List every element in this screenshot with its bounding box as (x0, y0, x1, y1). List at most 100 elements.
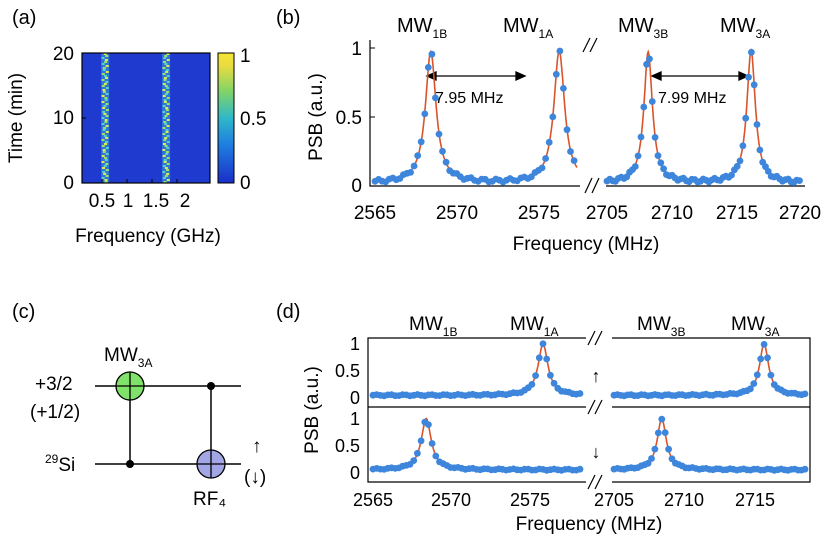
d-lower-left-point (417, 437, 425, 445)
b-peak-label-mw1b: MW1B (397, 15, 447, 41)
heatmap-line-segment (162, 67, 166, 69)
heatmap-line-segment (103, 113, 107, 115)
heatmap-line-segment (166, 113, 170, 115)
d-upper-right-point (764, 354, 771, 362)
heatmap-line-segment (105, 175, 109, 177)
heatmap-line-segment (102, 151, 106, 153)
heatmap-line-segment (101, 101, 105, 103)
d-lower-left-point (432, 452, 440, 460)
d-upper-right-point (750, 380, 758, 387)
d-xtick-2710: 2710 (664, 490, 704, 510)
b-left-point (560, 85, 567, 92)
a-xtick-1: 1 (123, 191, 134, 212)
panel-b: 0 0.5 1 PSB (a.u.) 2565 2570 2575 2705 2… (306, 15, 821, 255)
heatmap-line-segment (163, 139, 167, 141)
heatmap-line-segment (162, 177, 166, 179)
b-left-point (570, 157, 578, 165)
d-ylabel: PSB (a.u.) (302, 366, 323, 454)
b-right-point (728, 171, 735, 179)
b-right-point (742, 114, 750, 122)
d-upper-ytick-0.5: 0.5 (335, 361, 360, 381)
heatmap-line-segment (163, 117, 166, 119)
heatmap-line-segment (162, 89, 166, 91)
heatmap-line-segment (164, 137, 168, 139)
b-xtick-2715: 2715 (716, 203, 758, 224)
heatmap-line-segment (103, 53, 107, 55)
heatmap-line-segment (103, 83, 107, 85)
b-right-point (733, 162, 741, 170)
heatmap-line-segment (102, 149, 106, 151)
heatmap-line-segment (104, 59, 108, 61)
a-xlabel: Frequency (GHz) (75, 226, 221, 247)
heatmap-line-segment (101, 139, 105, 141)
heatmap-line-segment (104, 121, 108, 123)
d-lower-left-point (428, 440, 436, 447)
heatmap-line-segment (103, 127, 107, 129)
heatmap-line-segment (104, 97, 108, 99)
b-left-point (428, 50, 436, 58)
b-right-point (634, 152, 642, 160)
d-lower-left-point (414, 449, 421, 457)
heatmap-line-segment (166, 91, 170, 93)
heatmap-line-segment (102, 167, 105, 169)
heatmap-line-glow (162, 53, 171, 183)
colorbar-tick-1: 1 (240, 46, 251, 67)
heatmap-line-segment (163, 161, 167, 163)
heatmap-line-segment (102, 111, 106, 113)
heatmap-line-segment (166, 163, 170, 165)
heatmap-line-segment (105, 109, 109, 111)
d-arrow-down: ↓ (592, 442, 601, 462)
heatmap-line-segment (166, 97, 170, 99)
heatmap-line-segment (105, 55, 109, 57)
b-split-label-left: 7.95 MHz (435, 90, 503, 107)
a-ytick-0: 0 (63, 173, 74, 194)
d-lower-left-fit-line (373, 417, 580, 471)
d-xtick-2570: 2570 (431, 490, 471, 510)
heatmap-line-segment (162, 171, 166, 173)
b-left-point (542, 155, 549, 162)
d-axis-break (587, 330, 603, 490)
heatmap-line-segment (163, 121, 167, 123)
heatmap-line-segment (162, 95, 166, 97)
heatmap-line-segment (101, 79, 105, 81)
panel-d: 1 0.5 0 1 0.5 0 PSB (a.u.) 2565 2570 257… (302, 314, 811, 535)
heatmap-line-segment (166, 169, 169, 171)
d-upper-right-point (747, 385, 754, 393)
heatmap-line-segment (165, 107, 169, 109)
d-lower-ytick-0.5: 0.5 (335, 436, 360, 456)
b-right-point (648, 98, 656, 105)
b-xtick-2710: 2710 (651, 203, 693, 224)
d-lower-right-point (658, 415, 666, 423)
b-left-point (410, 162, 418, 170)
heatmap-line-segment (162, 133, 166, 135)
c-lower-label: 29Si (45, 452, 75, 476)
heatmap-line-segment (105, 103, 109, 105)
c-gate-rf-label: RF₄ (193, 489, 226, 510)
heatmap-line-segment (165, 129, 169, 131)
d-frame-right (612, 337, 811, 483)
d-upper-right-point (753, 371, 761, 379)
heatmap-line-segment (101, 133, 105, 135)
heatmap-line-segment (101, 57, 105, 59)
heatmap-line-segment (166, 65, 170, 67)
heatmap-line-segment (166, 87, 170, 89)
b-left-point (421, 110, 429, 118)
c-spin-up: ↑ (252, 436, 262, 457)
b-left-point (414, 152, 422, 160)
heatmap-line-segment (104, 75, 107, 77)
colorbar-tick-0: 0 (240, 173, 251, 194)
heatmap-line-segment (164, 123, 168, 125)
heatmap-line-segment (105, 71, 109, 73)
b-right-point (753, 121, 761, 128)
heatmap-line-segment (104, 179, 108, 181)
d-upper-left-point (543, 355, 551, 363)
d-upper-left-point (532, 372, 539, 379)
c-gate-mw-label: MW3A (104, 345, 152, 370)
heatmap-line-segment (101, 145, 105, 147)
a-xtick-2: 2 (180, 191, 191, 212)
b-xtick-2565: 2565 (354, 203, 396, 224)
d-lower-right-point (651, 445, 659, 453)
heatmap-line-glow (101, 53, 110, 183)
heatmap-line-segment (162, 149, 166, 151)
d-peak-label-mw1b: MW1B (409, 314, 457, 339)
